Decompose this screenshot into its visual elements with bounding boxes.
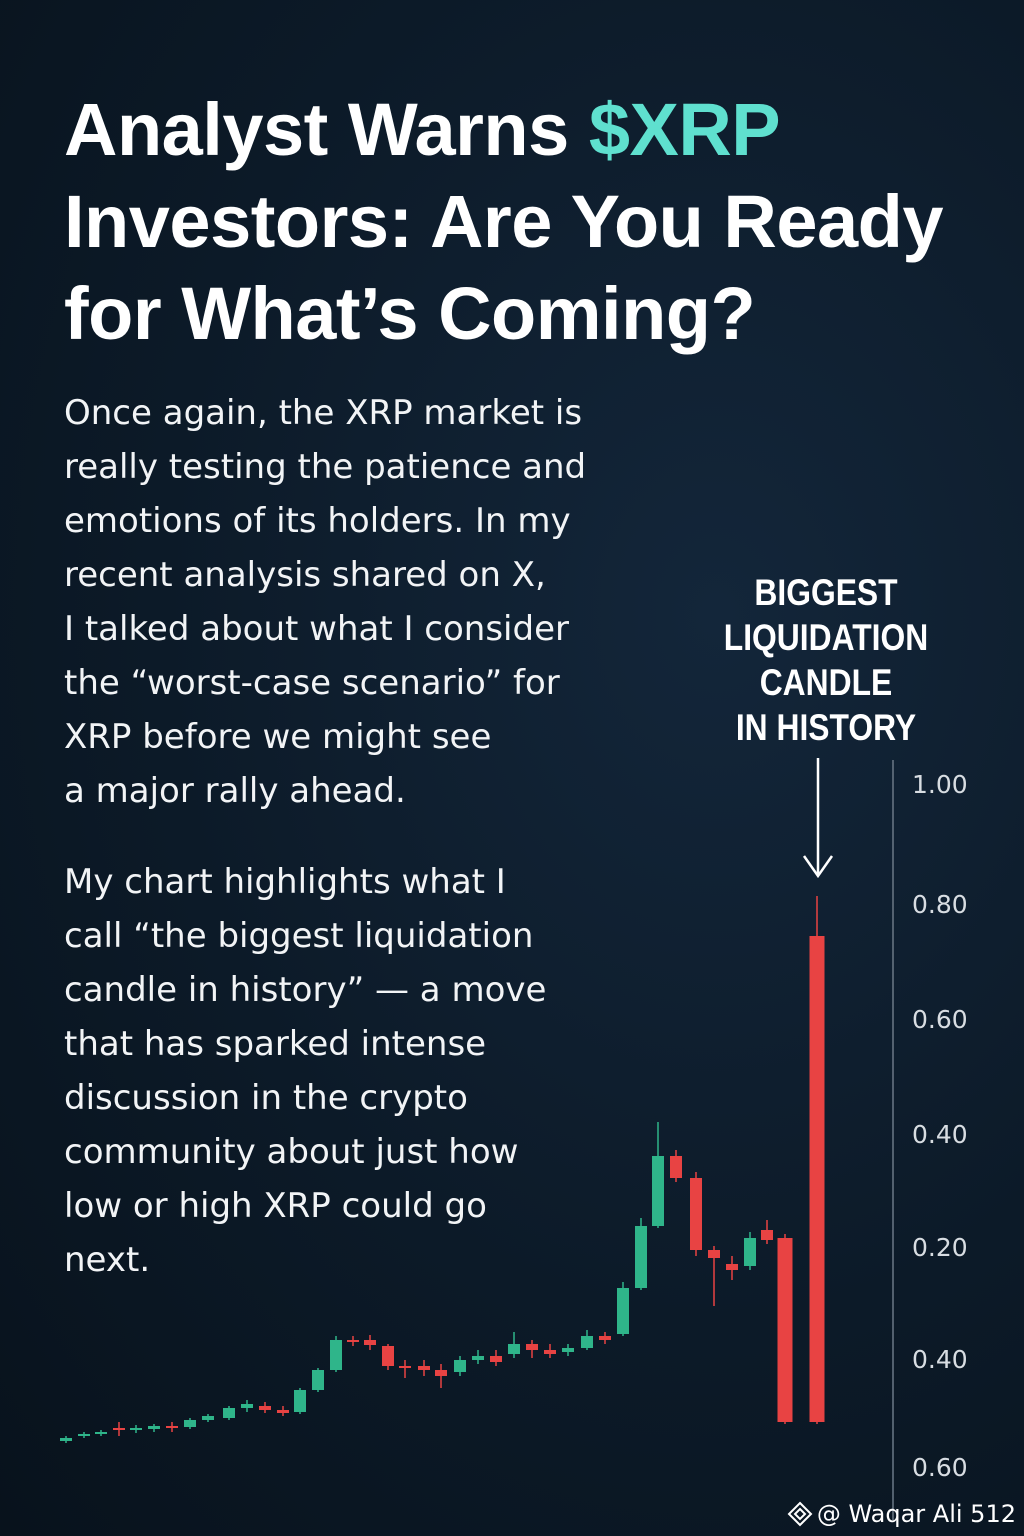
- candle-body: [60, 1438, 72, 1441]
- candle-body: [777, 1238, 793, 1422]
- candle-body: [418, 1366, 430, 1370]
- candle-body: [508, 1344, 520, 1354]
- paragraph: Once again, the XRP market is really test…: [64, 386, 664, 818]
- paragraph-line: that has sparked intense: [64, 1024, 487, 1064]
- candle-body: [78, 1434, 90, 1436]
- paragraph-line: I talked about what I consider: [64, 609, 569, 649]
- candle-body: [599, 1336, 611, 1340]
- candle-body: [148, 1426, 160, 1429]
- candle-body: [809, 936, 825, 1422]
- annotation-line: IN HISTORY: [735, 707, 917, 748]
- candle-body: [184, 1420, 196, 1427]
- candle-body: [617, 1288, 629, 1334]
- axis-label: 0.60: [912, 1005, 968, 1034]
- candle-body: [435, 1370, 447, 1376]
- candle-body: [652, 1156, 664, 1226]
- candle-body: [744, 1238, 756, 1266]
- candle-body: [330, 1340, 342, 1370]
- paragraph-line: next.: [64, 1240, 151, 1280]
- annotation-line: CANDLE: [759, 662, 893, 703]
- title-text: Analyst Warns: [64, 88, 569, 171]
- candle-body: [454, 1360, 466, 1372]
- candle-body: [130, 1428, 142, 1430]
- paragraph: My chart highlights what I call “the bigg…: [64, 855, 664, 1287]
- candles: [60, 896, 825, 1443]
- axis-label: 0.40: [912, 1120, 968, 1149]
- candle-body: [544, 1350, 556, 1354]
- title: Analyst Warns $XRP Investors: Are You Re…: [64, 84, 1004, 360]
- paragraph-line: discussion in the crypto: [64, 1078, 468, 1118]
- title-text: Investors: Are You Ready: [64, 180, 944, 263]
- paragraph-line: a major rally ahead.: [64, 771, 406, 811]
- axis-label: 1.00: [912, 770, 968, 799]
- candle-body: [241, 1404, 253, 1408]
- candle-body: [166, 1426, 178, 1428]
- candle-body: [95, 1432, 107, 1434]
- paragraph-line: really testing the patience and: [64, 447, 587, 487]
- axis-labels: 1.00 0.80 0.60 0.40 0.20 0.40 0.60: [912, 770, 968, 1482]
- annotation-line: BIGGEST: [754, 572, 898, 613]
- arrow-head: [802, 855, 834, 879]
- candle-body: [364, 1340, 376, 1345]
- annotation-line: LIQUIDATION: [723, 617, 929, 658]
- watermark-text: @ Waqar Ali 512: [816, 1500, 1016, 1528]
- candle-body: [562, 1348, 574, 1352]
- axis-label: 0.20: [912, 1233, 968, 1262]
- axis-label: 0.80: [912, 890, 968, 919]
- candle-body: [670, 1156, 682, 1178]
- candle-body: [490, 1356, 502, 1362]
- candle-body: [690, 1178, 702, 1250]
- candle-body: [113, 1428, 125, 1430]
- title-text: for What’s Coming?: [64, 272, 756, 355]
- paragraph-line: Once again, the XRP market is: [64, 393, 583, 433]
- title-highlight: $XRP: [588, 88, 781, 171]
- candle-body: [259, 1406, 271, 1410]
- paragraph-line: call “the biggest liquidation: [64, 916, 534, 956]
- paragraph-line: My chart highlights what I: [64, 862, 506, 902]
- paragraph-line: recent analysis shared on X,: [64, 555, 546, 595]
- candle-body: [382, 1346, 394, 1366]
- candle-body: [312, 1370, 324, 1390]
- candle-body: [399, 1366, 411, 1368]
- candle-body: [526, 1344, 538, 1350]
- paragraph-line: XRP before we might see: [64, 717, 492, 757]
- candle-body: [294, 1390, 306, 1412]
- candle-body: [581, 1336, 593, 1348]
- paragraph-line: community about just how: [64, 1132, 519, 1172]
- logo: [787, 1501, 813, 1527]
- candle-body: [761, 1230, 773, 1240]
- candle-body: [726, 1264, 738, 1270]
- candle-body: [277, 1410, 289, 1413]
- watermark: @ Waqar Ali 512: [787, 1500, 1016, 1528]
- candle-body: [472, 1356, 484, 1360]
- paragraph-line: the “worst-case scenario” for: [64, 663, 560, 703]
- annotation: BIGGEST LIQUIDATION CANDLE IN HISTORY: [718, 570, 935, 750]
- candle-body: [347, 1340, 359, 1342]
- paragraph-line: low or high XRP could go: [64, 1186, 487, 1226]
- axis-label: 0.40: [912, 1345, 968, 1374]
- candle-body: [635, 1226, 647, 1288]
- candle-body: [202, 1416, 214, 1420]
- candle-body: [223, 1408, 235, 1418]
- paragraph-line: candle in history” — a move: [64, 970, 547, 1010]
- paragraph-line: emotions of its holders. In my: [64, 501, 571, 541]
- axis-label: 0.60: [912, 1453, 968, 1482]
- candle-body: [708, 1250, 720, 1258]
